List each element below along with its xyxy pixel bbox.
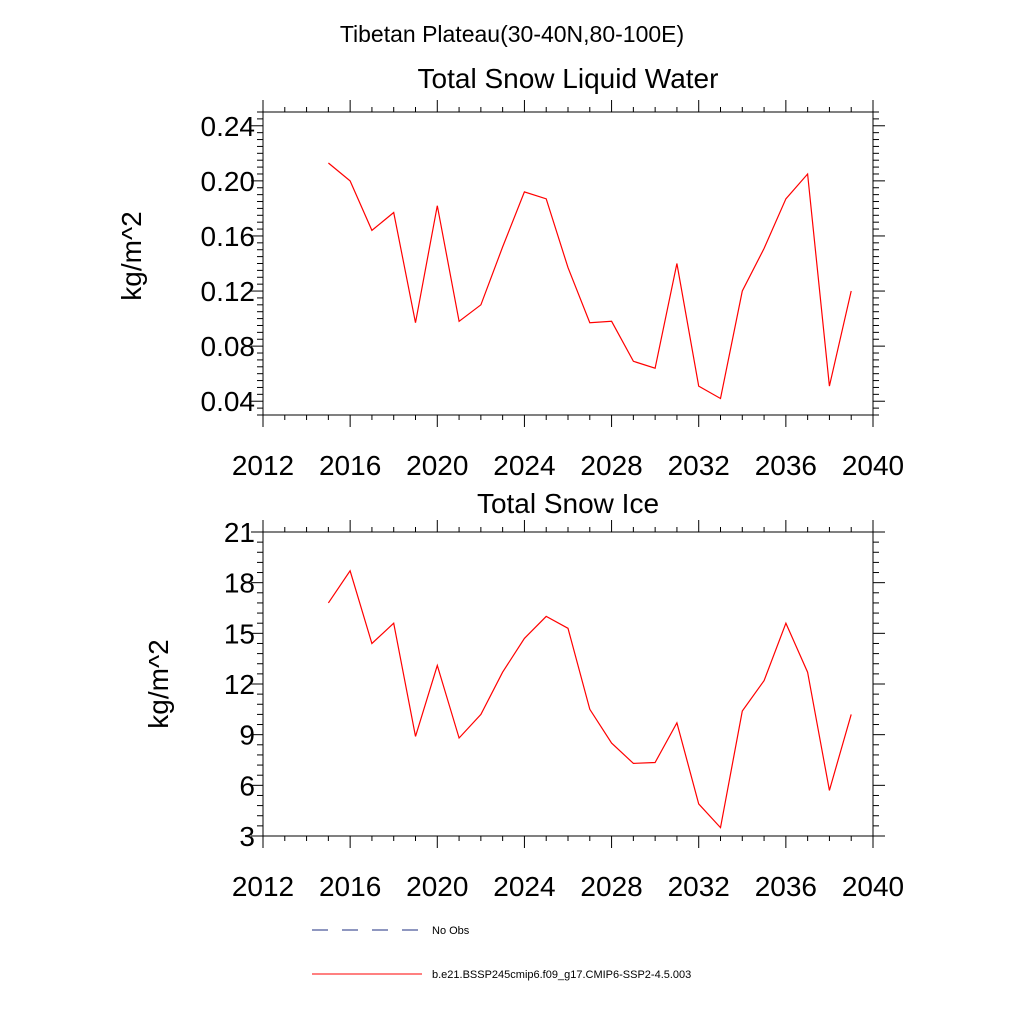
legend: No Obs b.e21.BSSP245cmip6.f09_g17.CMIP6-…	[312, 925, 691, 981]
series-line	[328, 162, 852, 400]
y-axis-label: kg/m^2	[143, 639, 174, 728]
figure-suptitle: Tibetan Plateau(30-40N,80-100E)	[340, 21, 684, 47]
series-line	[327, 569, 852, 829]
x-tick-label: 2020	[406, 450, 468, 481]
x-tick-label: 2040	[842, 450, 904, 481]
y-tick-label: 21	[224, 517, 255, 548]
y-tick-label: 0.16	[201, 221, 256, 252]
x-tick-label: 2020	[406, 871, 468, 902]
panel-title: Total Snow Ice	[477, 488, 659, 519]
panel-snow-liquid-water: Total Snow Liquid Water kg/m^2 2012 2016 2…	[116, 63, 904, 481]
y-tick-label: 3	[239, 821, 255, 852]
legend-label-no-obs: No Obs	[432, 925, 470, 937]
x-tick-label: 2024	[493, 450, 555, 481]
legend-label-model-run: b.e21.BSSP245cmip6.f09_g17.CMIP6-SSP2-4.…	[432, 969, 691, 981]
y-axis-label: kg/m^2	[116, 211, 147, 300]
x-tick-label: 2012	[232, 450, 294, 481]
y-tick-label: 0.20	[201, 166, 256, 197]
y-tick-label: 0.12	[201, 276, 256, 307]
y-tick-label: 12	[224, 669, 255, 700]
x-tick-label: 2012	[232, 871, 294, 902]
x-tick-label: 2036	[755, 871, 817, 902]
y-tick-label: 0.24	[201, 111, 256, 142]
y-tick-label: 0.04	[201, 386, 256, 417]
panel-snow-ice: Total Snow Ice kg/m^2 2012 2016 2020 2024 20…	[143, 488, 904, 902]
x-tick-label: 2016	[319, 871, 381, 902]
plot-frame	[262, 111, 874, 416]
x-tick-label: 2032	[668, 871, 730, 902]
y-tick-label: 18	[224, 568, 255, 599]
x-tick-label: 2036	[755, 450, 817, 481]
x-tick-label: 2024	[493, 871, 555, 902]
panel-title: Total Snow Liquid Water	[418, 63, 719, 94]
plot-frame	[262, 531, 874, 837]
x-tick-label: 2016	[319, 450, 381, 481]
y-tick-label: 0.08	[201, 331, 256, 362]
y-tick-label: 6	[239, 770, 255, 801]
y-tick-label: 9	[239, 720, 255, 751]
x-tick-label: 2040	[842, 871, 904, 902]
x-tick-label: 2028	[580, 871, 642, 902]
y-tick-label: 15	[224, 618, 255, 649]
x-tick-label: 2028	[580, 450, 642, 481]
x-tick-label: 2032	[668, 450, 730, 481]
